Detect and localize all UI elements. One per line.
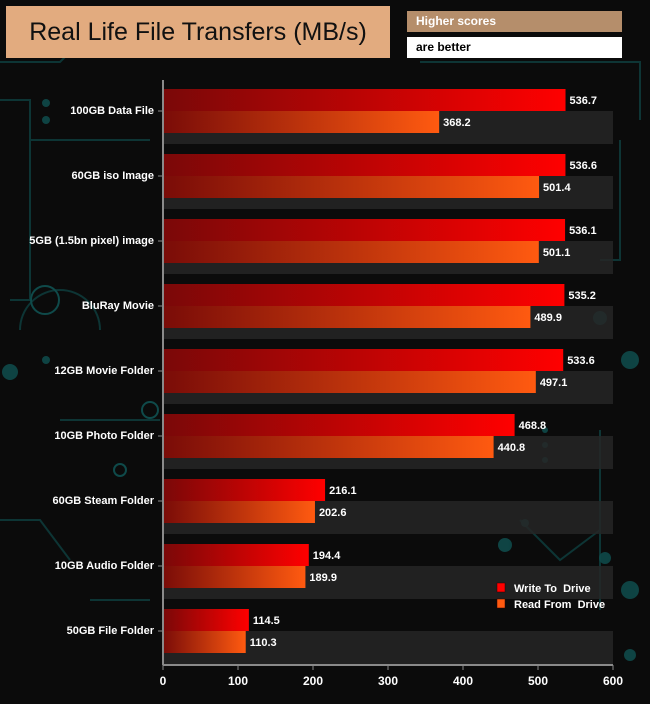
- value-label-write: 114.5: [253, 615, 280, 627]
- chart-title: Real Life File Transfers (MB/s): [6, 6, 390, 58]
- bar-read: [163, 631, 246, 653]
- bar-write: [163, 89, 566, 111]
- bar-read: [163, 566, 306, 588]
- legend-swatch-write: [496, 582, 506, 593]
- x-tick-label: 200: [303, 674, 323, 688]
- bar-read: [163, 306, 531, 328]
- value-label-read: 368.2: [443, 117, 471, 129]
- value-label-write: 468.8: [519, 420, 547, 432]
- value-label-read: 501.1: [543, 247, 571, 259]
- category-label: 60GB iso Image: [71, 170, 154, 182]
- x-tick-label: 500: [528, 674, 548, 688]
- bar-write: [163, 219, 566, 241]
- x-tick-label: 400: [453, 674, 473, 688]
- value-label-read: 110.3: [250, 637, 277, 649]
- bar-read: [163, 371, 536, 393]
- x-tick-label: 100: [228, 674, 248, 688]
- category-label: 12GB Movie Folder: [54, 365, 154, 377]
- legend-label-read: Read From Drive: [514, 599, 605, 611]
- bar-read: [163, 241, 539, 263]
- value-label-write: 536.1: [569, 225, 597, 237]
- value-label-write: 533.6: [567, 355, 595, 367]
- x-tick-label: 300: [378, 674, 398, 688]
- bar-write: [163, 609, 249, 631]
- value-label-read: 497.1: [540, 377, 568, 389]
- category-label: 10GB Audio Folder: [55, 560, 155, 572]
- category-label: 5GB (1.5bn pixel) image: [29, 235, 154, 247]
- category-label: 60GB Steam Folder: [53, 495, 155, 507]
- note-higher-scores: Higher scores: [407, 11, 622, 32]
- bar-write: [163, 349, 564, 371]
- legend-swatch-read: [496, 598, 506, 609]
- value-label-write: 535.2: [568, 290, 596, 302]
- note-are-better: are better: [407, 37, 622, 58]
- bar-write: [163, 284, 565, 306]
- bar-read: [163, 176, 540, 198]
- bar-write: [163, 544, 309, 566]
- value-label-write: 194.4: [313, 550, 341, 562]
- bar-read: [163, 436, 494, 458]
- value-label-read: 489.9: [534, 312, 562, 324]
- legend-label-write: Write To Drive: [514, 583, 591, 595]
- value-label-write: 536.7: [570, 95, 598, 107]
- category-label: 100GB Data File: [70, 105, 154, 117]
- bar-read: [163, 111, 440, 133]
- x-tick-label: 600: [603, 674, 623, 688]
- bar-read: [163, 501, 315, 523]
- bar-write: [163, 479, 326, 501]
- value-label-read: 501.4: [543, 182, 571, 194]
- x-tick-label: 0: [160, 674, 167, 688]
- value-label-write: 536.6: [569, 160, 597, 172]
- bar-write: [163, 414, 515, 436]
- value-label-write: 216.1: [329, 485, 357, 497]
- bar-write: [163, 154, 566, 176]
- value-label-read: 202.6: [319, 507, 347, 519]
- category-label: BluRay Movie: [82, 300, 154, 312]
- category-label: 50GB File Folder: [67, 625, 155, 637]
- value-label-read: 189.9: [309, 572, 337, 584]
- category-label: 10GB Photo Folder: [54, 430, 154, 442]
- value-label-read: 440.8: [498, 442, 526, 454]
